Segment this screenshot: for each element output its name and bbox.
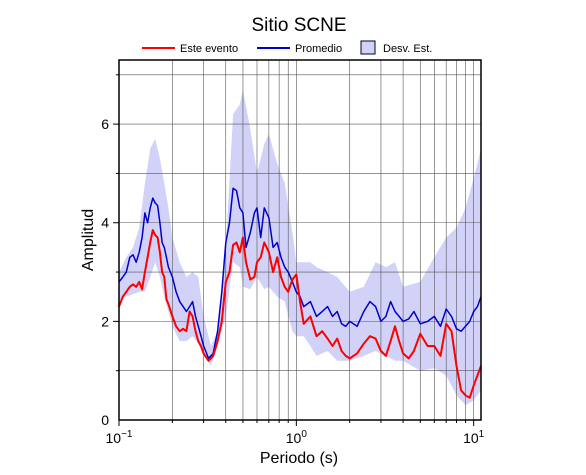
x-axis-label: Periodo (s)	[260, 450, 338, 467]
y-axis-label: Amplitud	[80, 209, 97, 271]
y-tick-label: 6	[101, 116, 109, 132]
desv-band	[119, 89, 481, 406]
plot-frame	[118, 59, 482, 421]
evento-line	[118, 229, 482, 399]
y-tick-label: 2	[101, 313, 109, 329]
x-tick-label: 10−1	[106, 429, 133, 446]
legend-label-promedio: Promedio	[295, 43, 342, 55]
promedio-line	[118, 187, 482, 360]
legend-label-evento: Este evento	[180, 43, 238, 55]
legend-label-desv: Desv. Est.	[383, 43, 432, 55]
legend: Este evento Promedio Desv. Est.	[142, 40, 432, 55]
plot-area	[113, 59, 482, 426]
chart-title: Sitio SCNE	[251, 15, 346, 36]
y-tick-label: 0	[101, 412, 109, 428]
x-tick-label: 100	[286, 429, 308, 446]
x-tick-label: 101	[463, 429, 485, 446]
legend-swatch-desv	[360, 40, 376, 55]
tick-labels: 0 2 4 6 10−1 100 101	[101, 116, 484, 446]
y-tick-label: 4	[101, 215, 109, 231]
